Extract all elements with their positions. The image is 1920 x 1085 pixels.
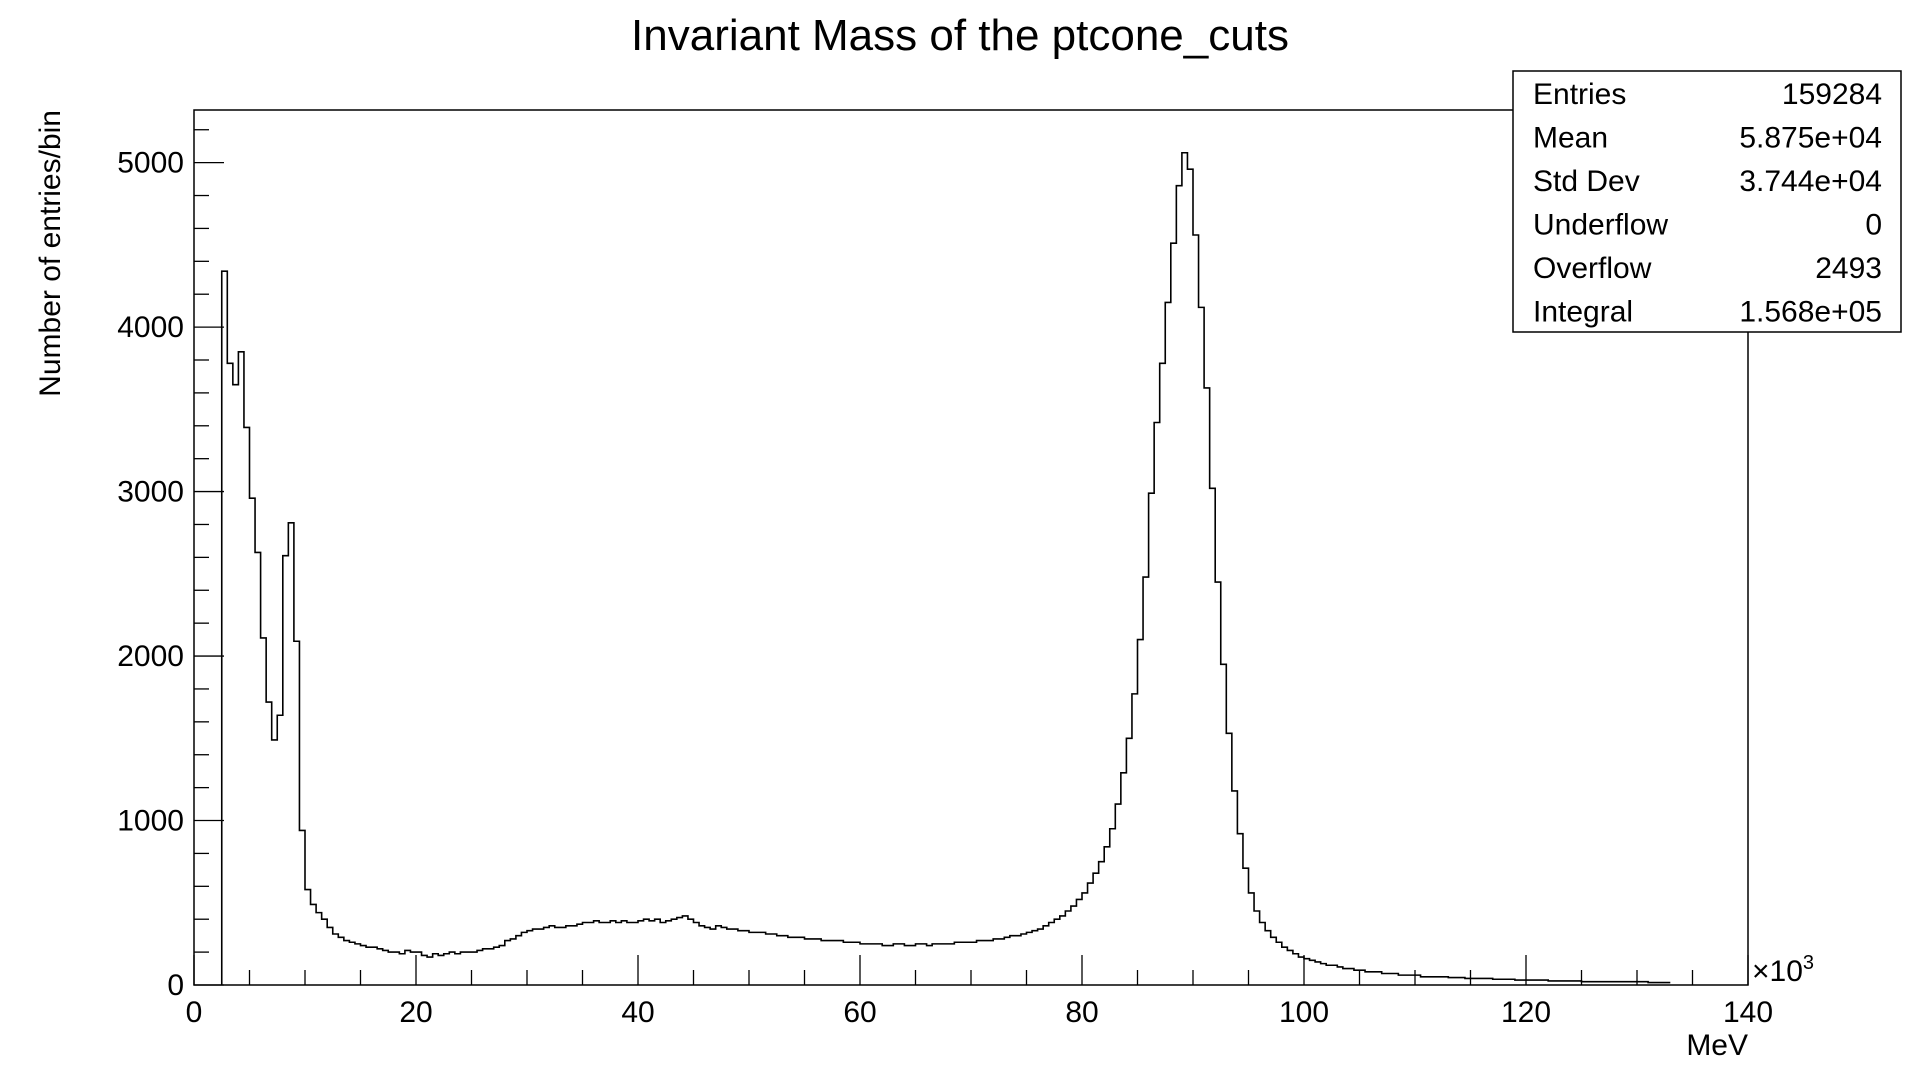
y-axis: 0 1000 2000 3000 4000 5000 bbox=[117, 129, 224, 1002]
y-tick-label: 2000 bbox=[117, 640, 184, 673]
x-tick-label: 60 bbox=[843, 996, 876, 1029]
y-tick-label: 0 bbox=[167, 969, 184, 1002]
stats-label: Underflow bbox=[1533, 209, 1668, 242]
chart-title: Invariant Mass of the ptcone_cuts bbox=[631, 11, 1289, 60]
y-tick-label: 4000 bbox=[117, 311, 184, 344]
x-tick-label: 0 bbox=[186, 996, 203, 1029]
stats-value: 1.568e+05 bbox=[1739, 296, 1882, 329]
stats-box: Entries 159284 Mean 5.875e+04 Std Dev 3.744e+… bbox=[1512, 70, 1902, 333]
x-axis: 0 20 40 60 80 100 120 140 bbox=[186, 955, 1773, 1029]
y-axis-label: Number of entries/bin bbox=[34, 110, 67, 397]
stats-label: Integral bbox=[1533, 296, 1633, 329]
x-axis-multiplier: ×103 bbox=[1752, 952, 1814, 988]
stats-value: 2493 bbox=[1815, 252, 1882, 285]
x-tick-label: 20 bbox=[399, 996, 432, 1029]
x-tick-label: 120 bbox=[1501, 996, 1551, 1029]
y-tick-label: 3000 bbox=[117, 476, 184, 509]
stats-value: 0 bbox=[1865, 209, 1882, 242]
x-tick-label: 100 bbox=[1279, 996, 1329, 1029]
stats-label: Std Dev bbox=[1533, 165, 1640, 198]
x-tick-label: 80 bbox=[1065, 996, 1098, 1029]
x-tick-label: 140 bbox=[1723, 996, 1773, 1029]
stats-label: Mean bbox=[1533, 122, 1608, 155]
stats-value: 3.744e+04 bbox=[1739, 165, 1882, 198]
x-tick-label: 40 bbox=[621, 996, 654, 1029]
stats-label: Overflow bbox=[1533, 252, 1652, 285]
x-axis-label: MeV bbox=[1686, 1029, 1748, 1062]
stats-value: 5.875e+04 bbox=[1739, 122, 1882, 155]
y-tick-label: 5000 bbox=[117, 147, 184, 180]
y-tick-label: 1000 bbox=[117, 805, 184, 838]
stats-label: Entries bbox=[1533, 78, 1626, 111]
stats-box-frame bbox=[1512, 70, 1902, 333]
stats-value: 159284 bbox=[1782, 78, 1882, 111]
histogram-line bbox=[220, 151, 1671, 985]
